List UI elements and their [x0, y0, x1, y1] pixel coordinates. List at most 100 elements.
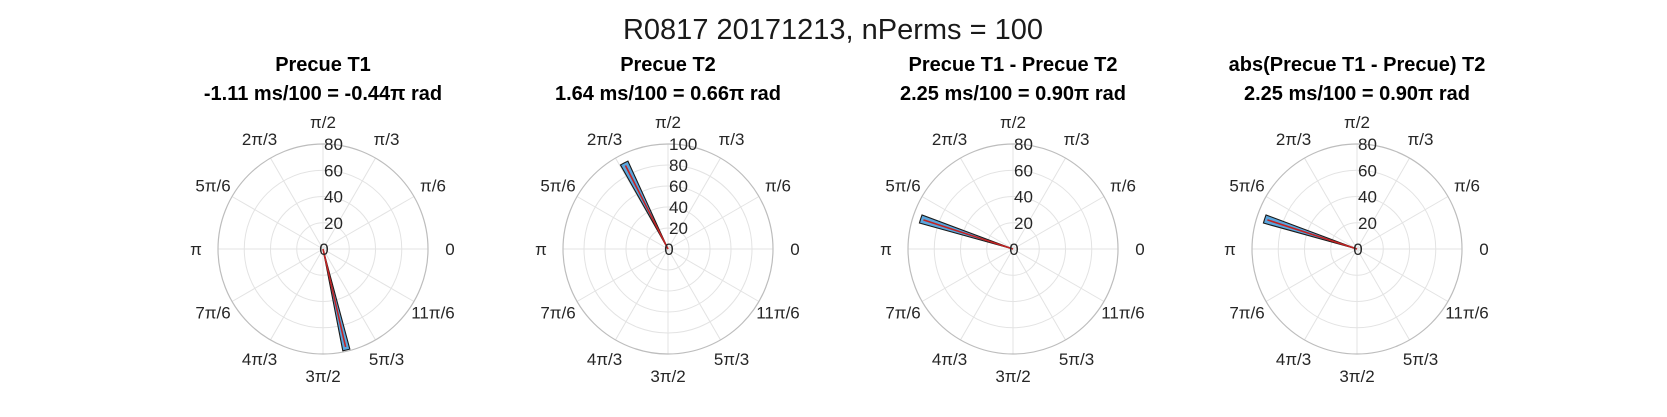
theta-tick-label: 4π/3 [1276, 350, 1311, 369]
r-tick-label: 0 [1353, 240, 1362, 259]
r-tick-label: 80 [324, 135, 343, 154]
r-tick-label: 60 [669, 177, 688, 196]
mean-direction-line [923, 219, 1014, 250]
theta-tick-label: π/6 [420, 177, 446, 196]
r-tick-label: 0 [664, 240, 673, 259]
polar-panels: Precue T1 -1.11 ms/100 = -0.44π rad π/2 π/3… [190, 54, 1489, 386]
theta-tick-label: π [190, 240, 202, 259]
theta-tick-label: 5π/6 [195, 177, 230, 196]
r-tick-label: 20 [1358, 214, 1377, 233]
theta-tick-label: 0 [445, 240, 454, 259]
theta-tick-label: π/3 [1064, 130, 1090, 149]
r-tick-label: 80 [1358, 135, 1377, 154]
theta-tick-label: π [535, 240, 547, 259]
angular-gridline [1304, 157, 1358, 250]
angular-gridline [960, 157, 1014, 250]
angular-gridline [1356, 196, 1449, 250]
r-tick-label: 100 [669, 135, 697, 154]
histogram-bar [1262, 214, 1358, 250]
chart-title-line1: Precue T2 [620, 54, 716, 76]
angular-gridline [231, 248, 324, 302]
theta-tick-label: π [880, 240, 892, 259]
theta-tick-label: 7π/6 [195, 304, 230, 323]
chart-title-line1: Precue T1 - Precue T2 [909, 54, 1118, 76]
theta-tick-label: 2π/3 [242, 130, 277, 149]
angular-gridline [1304, 248, 1358, 341]
mean-direction-line [624, 165, 669, 250]
theta-tick-label: 0 [1479, 240, 1488, 259]
polar-outer-ring [1251, 143, 1463, 355]
angular-gridline [667, 248, 760, 302]
polar-outer-ring [907, 143, 1119, 355]
angular-gridline [322, 196, 415, 250]
theta-tick-label: π/6 [765, 177, 791, 196]
angular-gridline [322, 248, 415, 302]
theta-tick-label: 0 [1135, 240, 1144, 259]
theta-tick-label: π/6 [1454, 177, 1480, 196]
theta-tick-label: 5π/3 [1403, 350, 1438, 369]
chart-title-line2: -1.11 ms/100 = -0.44π rad [204, 83, 442, 105]
figure-title: R0817 20171213, nPerms = 100 [623, 14, 1043, 46]
r-tick-label: 0 [319, 240, 328, 259]
angular-gridline [1265, 196, 1358, 250]
angular-gridline [1012, 196, 1105, 250]
theta-tick-label: 4π/3 [932, 350, 967, 369]
r-tick-label: 60 [324, 161, 343, 180]
angular-gridline [921, 248, 1014, 302]
histogram-bar [322, 248, 351, 352]
chart-title-line2: 1.64 ms/100 = 0.66π rad [555, 83, 781, 105]
angular-gridline [1356, 248, 1410, 341]
chart-title-line2: 2.25 ms/100 = 0.90π rad [900, 83, 1126, 105]
theta-tick-label: 11π/6 [1445, 304, 1489, 323]
theta-tick-label: π/2 [310, 113, 336, 132]
angular-gridline [270, 248, 324, 341]
theta-tick-label: 2π/3 [587, 130, 622, 149]
polar-chart-2: Precue T2 1.64 ms/100 = 0.66π rad π/2 π/3 π/… [535, 54, 800, 386]
theta-tick-label: 5π/6 [885, 177, 920, 196]
mean-direction-line [1267, 219, 1358, 250]
theta-tick-label: 3π/2 [995, 367, 1030, 386]
angular-gridline [1356, 157, 1410, 250]
angular-gridline [576, 196, 669, 250]
theta-tick-label: 5π/6 [1229, 177, 1264, 196]
chart-title-line1: abs(Precue T1 - Precue) T2 [1229, 54, 1486, 76]
polar-outer-ring [217, 143, 429, 355]
histogram-bar [918, 214, 1014, 250]
r-tick-label: 40 [669, 198, 688, 217]
theta-tick-label: 3π/2 [305, 367, 340, 386]
theta-tick-label: 3π/2 [1339, 367, 1374, 386]
theta-tick-label: π/2 [1000, 113, 1026, 132]
r-tick-label: 0 [1009, 240, 1018, 259]
theta-tick-label: 4π/3 [242, 350, 277, 369]
angular-gridline [960, 248, 1014, 341]
polar-chart-1: Precue T1 -1.11 ms/100 = -0.44π rad π/2 π/3… [190, 54, 455, 386]
theta-tick-label: π/2 [1344, 113, 1370, 132]
r-tick-label: 80 [669, 156, 688, 175]
angular-gridline [667, 157, 721, 250]
theta-tick-label: 2π/3 [932, 130, 967, 149]
angular-gridline [1012, 157, 1066, 250]
polar-outer-ring [562, 143, 774, 355]
r-tick-label: 80 [1014, 135, 1033, 154]
theta-tick-label: π/2 [655, 113, 681, 132]
angular-gridline [270, 157, 324, 250]
mean-direction-line [322, 248, 347, 348]
r-tick-label: 20 [324, 214, 343, 233]
angular-gridline [667, 196, 760, 250]
chart-title-line1: Precue T1 [275, 54, 371, 76]
theta-tick-label: 11π/6 [411, 304, 455, 323]
r-tick-label: 20 [669, 219, 688, 238]
polar-chart-3: Precue T1 - Precue T2 2.25 ms/100 = 0.90π… [880, 54, 1145, 386]
polar-chart-4: abs(Precue T1 - Precue) T2 2.25 ms/100 = … [1224, 54, 1489, 386]
angular-gridline [1012, 248, 1066, 341]
theta-tick-label: 5π/6 [540, 177, 575, 196]
angular-gridline [322, 248, 376, 341]
theta-tick-label: 11π/6 [756, 304, 800, 323]
theta-tick-label: 0 [790, 240, 799, 259]
theta-tick-label: 11π/6 [1101, 304, 1145, 323]
r-tick-label: 60 [1014, 161, 1033, 180]
angular-gridline [322, 157, 376, 250]
theta-tick-label: π/3 [1408, 130, 1434, 149]
r-tick-label: 60 [1358, 161, 1377, 180]
